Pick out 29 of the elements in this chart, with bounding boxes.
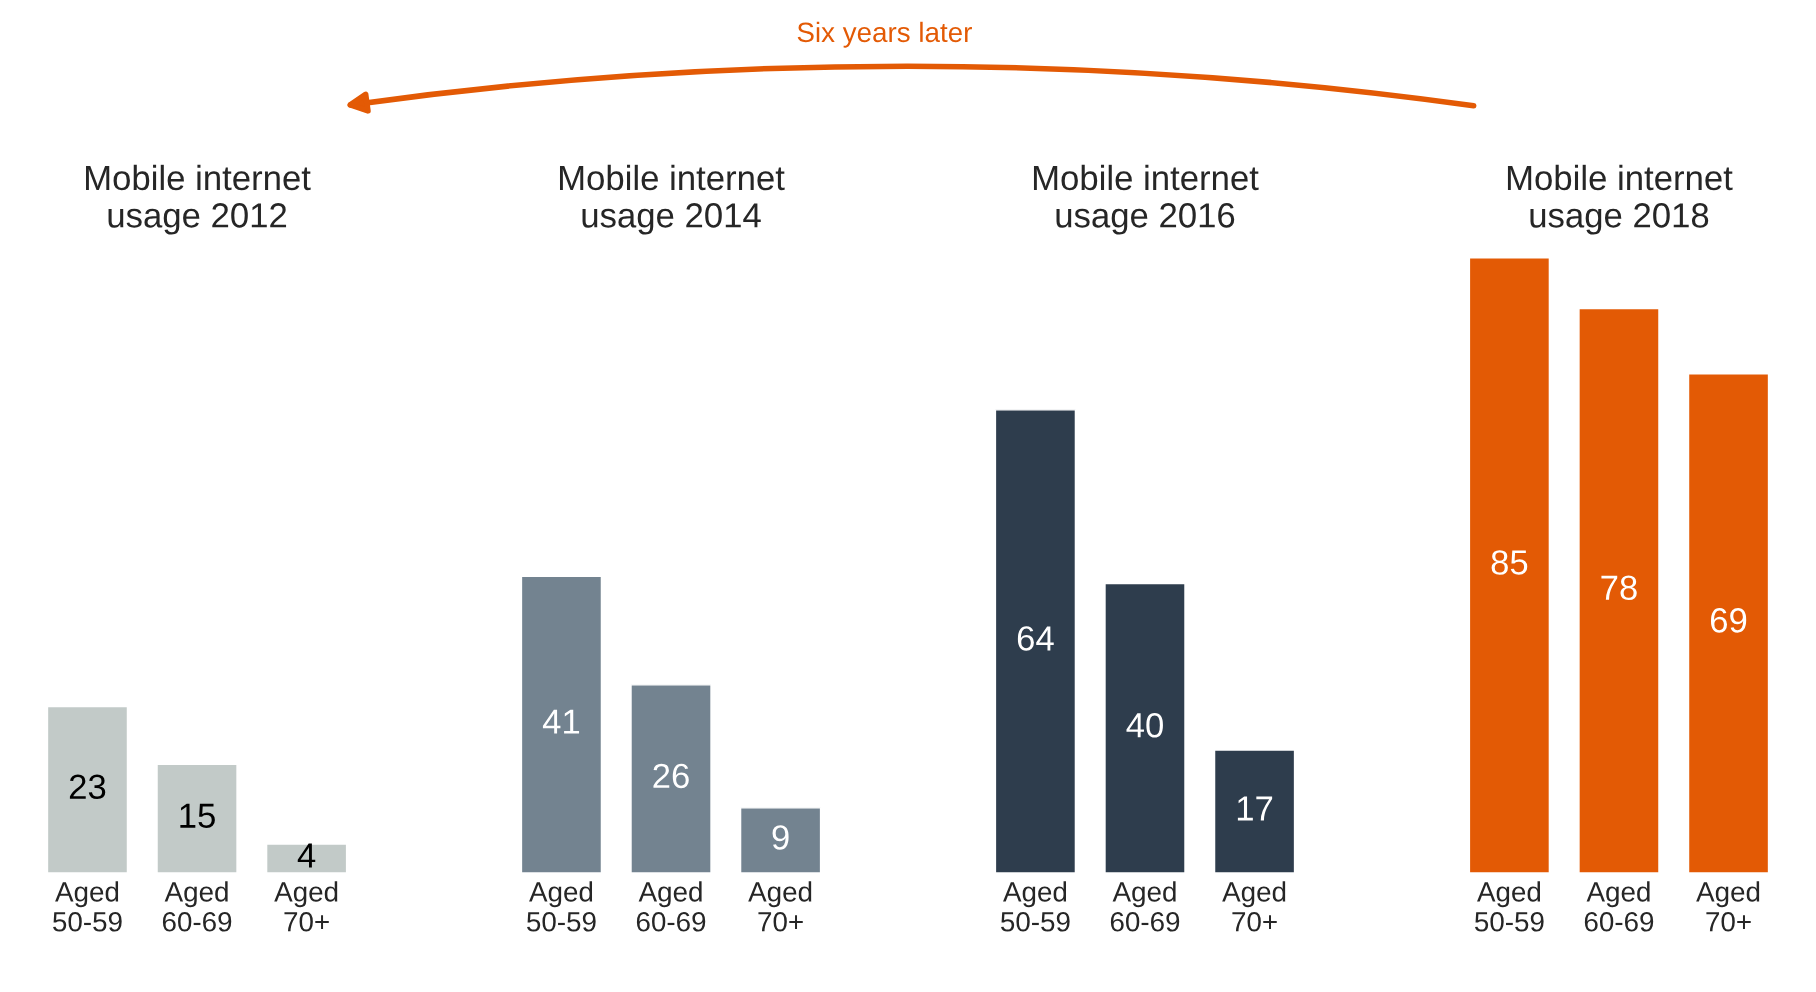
text: Six years later xyxy=(797,21,972,48)
data-label: 78 xyxy=(1601,575,1637,601)
x-tick-label: Aged 60-69 xyxy=(1110,881,1180,932)
chart-title: Mobile internet usage 2012 xyxy=(86,164,311,235)
data-label: 17 xyxy=(1237,796,1273,821)
chart-title: Mobile internet usage 2016 xyxy=(1033,164,1259,235)
data-label: 41 xyxy=(542,709,580,734)
x-tick-label: Aged 50-59 xyxy=(527,881,596,932)
data-label: 64 xyxy=(1017,626,1054,651)
data-label: 40 xyxy=(1126,712,1163,738)
data-label: 15 xyxy=(180,803,215,829)
data-label: 26 xyxy=(653,763,689,789)
data-label: 9 xyxy=(772,825,789,850)
x-tick-label: Aged 60-69 xyxy=(636,881,706,932)
x-tick-label: Aged 50-59 xyxy=(53,881,122,932)
x-tick-label: Aged 70+ xyxy=(274,881,338,932)
x-tick-label: Aged 70+ xyxy=(1222,881,1286,932)
x-tick-label: Aged 60-69 xyxy=(1584,881,1654,932)
x-tick-label: Aged 50-59 xyxy=(1001,881,1070,932)
x-tick-label: Aged 60-69 xyxy=(162,881,232,932)
data-label: 69 xyxy=(1710,608,1747,633)
data-label: 23 xyxy=(69,774,106,800)
data-label: 4 xyxy=(297,843,316,868)
x-tick-label: Aged 70+ xyxy=(748,881,812,932)
data-label: 85 xyxy=(1491,550,1528,575)
x-tick-label: Aged 50-59 xyxy=(1474,881,1544,932)
chart-title: Mobile internet usage 2014 xyxy=(560,164,785,235)
x-tick-label: Aged 70+ xyxy=(1696,881,1760,932)
chart-title: Mobile internet usage 2018 xyxy=(1507,164,1733,235)
